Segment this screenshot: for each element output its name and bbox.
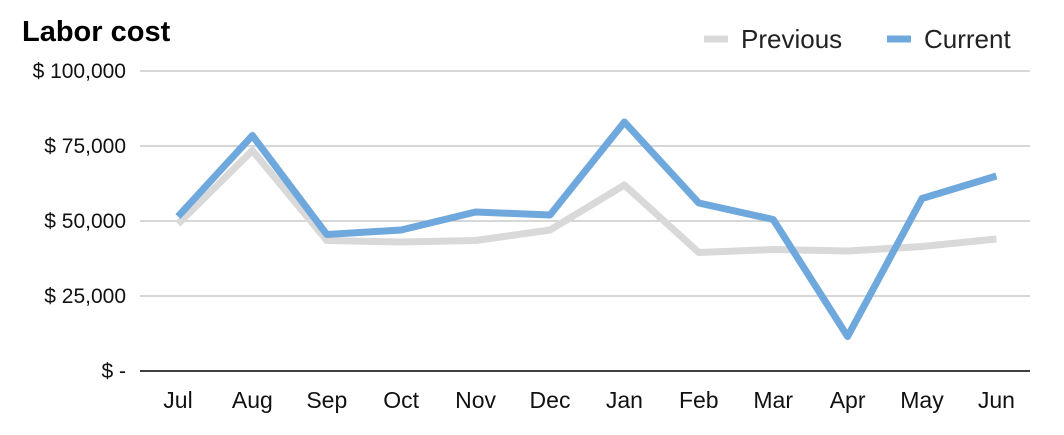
x-tick-label: Sep (306, 387, 347, 413)
x-tick-label: Aug (232, 387, 273, 413)
y-tick-label: $ - (101, 360, 126, 383)
x-tick-label: Jun (978, 387, 1015, 413)
x-tick-label: Jan (606, 387, 643, 413)
x-tick-label: Oct (383, 387, 419, 413)
x-tick-label: Nov (455, 387, 496, 413)
legend-label-previous: Previous (741, 24, 842, 54)
chart-title: Labor cost (22, 16, 171, 48)
series-lines (175, 118, 998, 340)
legend-label-current: Current (924, 24, 1011, 54)
legend: Previous Current (704, 24, 1011, 54)
x-axis-ticks: Jul Aug Sep Oct Nov Dec Jan Feb Mar Apr May Jun (163, 387, 1015, 413)
y-tick-label: $ 50,000 (44, 210, 126, 233)
y-tick-label: $ 100,000 (33, 60, 126, 83)
y-axis-ticks: $ - $ 25,000 $ 50,000 $ 75,000 $ 100,000 (33, 60, 126, 383)
x-tick-label: May (900, 387, 944, 413)
series-line-current (175, 118, 998, 340)
y-tick-label: $ 75,000 (44, 135, 126, 158)
x-tick-label: Feb (679, 387, 719, 413)
x-tick-label: Jul (163, 387, 192, 413)
x-tick-label: Mar (753, 387, 793, 413)
gridlines (140, 70, 1030, 372)
y-tick-label: $ 25,000 (44, 285, 126, 308)
x-tick-label: Dec (530, 387, 571, 413)
series-line-previous (175, 147, 997, 256)
x-tick-label: Apr (830, 387, 866, 413)
